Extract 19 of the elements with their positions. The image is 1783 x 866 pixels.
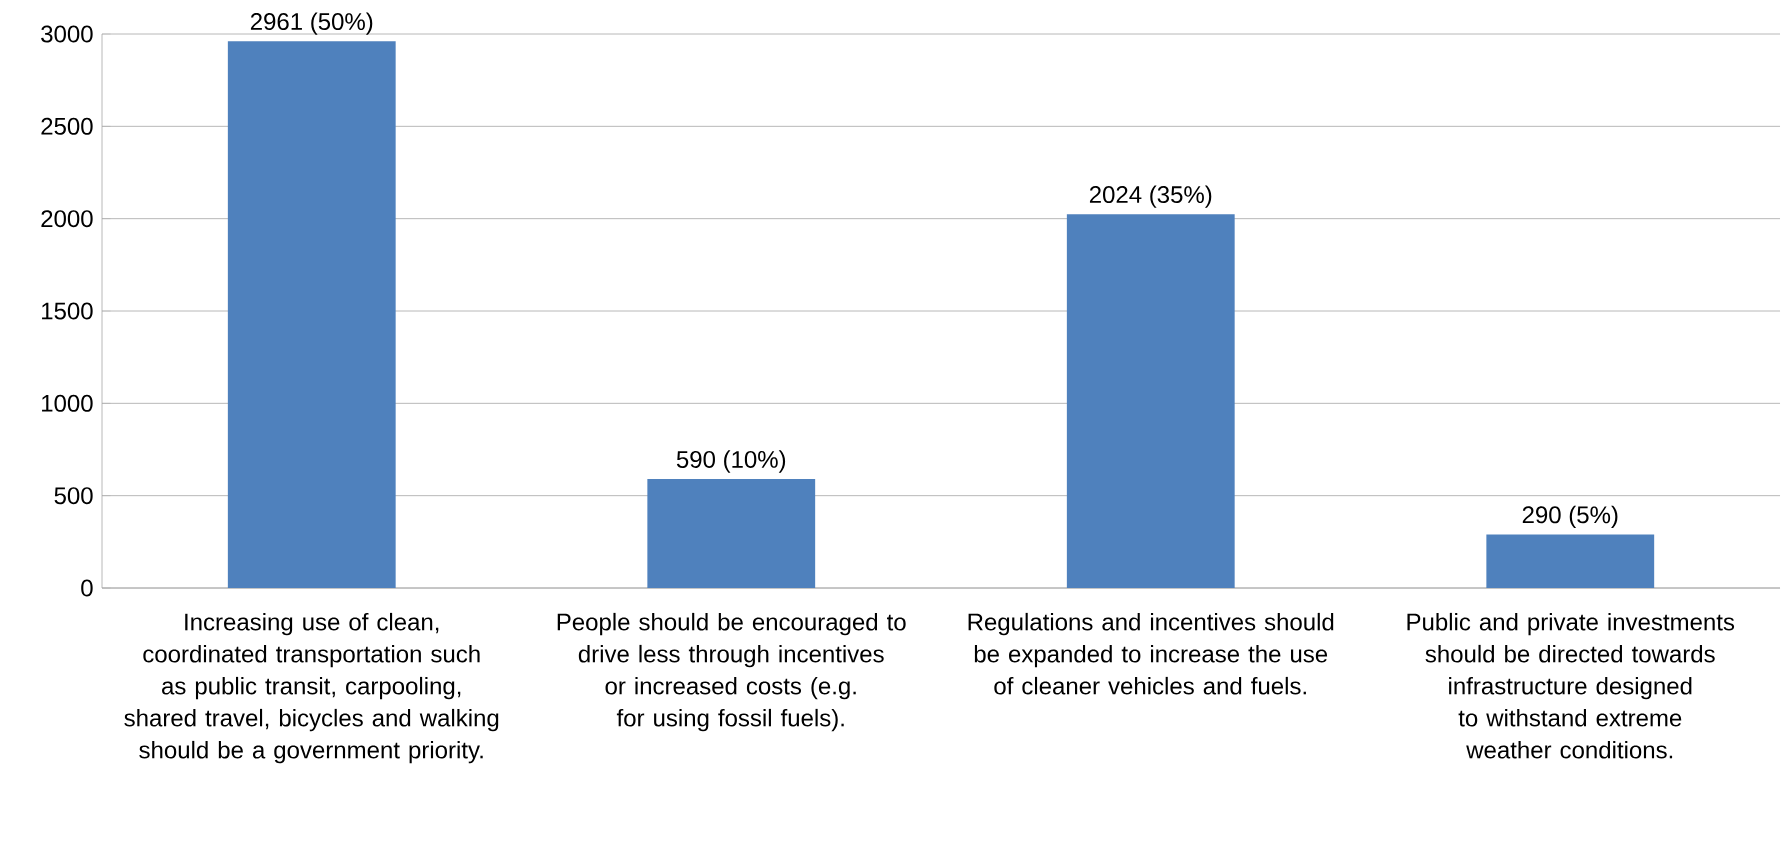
- data-label: 290 (5%): [1522, 505, 1618, 529]
- y-tick-label: 1500: [42, 302, 93, 320]
- data-label: 590 (10%): [676, 450, 786, 473]
- data-label: 2961 (50%): [250, 12, 373, 35]
- bar: [647, 479, 816, 588]
- x-tick-label: Public and private investments should be directed towards infrastructure designed to withstand extreme weather conditions.: [1407, 612, 1735, 759]
- y-tick-label: 500: [54, 487, 93, 505]
- x-tick-label: Regulations and incentives should be expanded to increase the use of cleaner vehicles and fuels.: [968, 612, 1334, 695]
- y-tick-label: 1000: [42, 394, 93, 412]
- bar: [227, 41, 396, 588]
- x-tick-label: Increasing use of clean, coordinated transportation such as public transit, carpooling, shared travel, bicycles and walking should be a government priority.: [124, 612, 499, 764]
- y-tick-label: 3000: [41, 25, 93, 43]
- y-tick-label: 2500: [41, 117, 93, 135]
- data-label: 2024 (35%): [1089, 185, 1212, 208]
- x-tick-label: People should be encouraged to drive less through incentives or increased costs (e.g. for using fossil fuels).: [557, 612, 906, 732]
- bar: [1486, 534, 1655, 588]
- bar: [1066, 214, 1235, 588]
- y-tick-label: 0: [81, 579, 93, 597]
- y-tick-label: 2000: [41, 210, 93, 228]
